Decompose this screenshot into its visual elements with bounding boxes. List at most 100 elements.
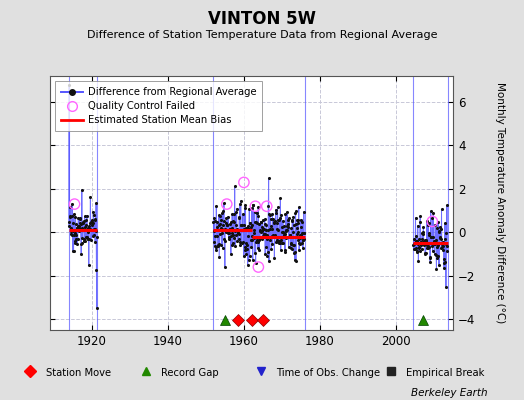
Point xyxy=(423,243,432,249)
Point xyxy=(258,224,266,230)
Point xyxy=(440,256,449,262)
Point xyxy=(243,241,252,248)
Point xyxy=(281,211,290,217)
Point xyxy=(432,266,441,272)
Point xyxy=(90,232,99,238)
Point xyxy=(79,220,87,226)
Point xyxy=(286,233,294,239)
Point xyxy=(77,251,85,257)
Point xyxy=(425,230,434,236)
Point xyxy=(432,252,440,258)
Point xyxy=(244,233,252,239)
Point xyxy=(428,218,436,225)
Point xyxy=(226,226,234,232)
Point xyxy=(239,252,248,259)
Point xyxy=(243,225,251,231)
Point xyxy=(286,245,294,251)
Point xyxy=(248,205,256,212)
Point xyxy=(441,236,449,242)
Point xyxy=(244,262,252,268)
Point xyxy=(437,245,445,251)
Point xyxy=(433,255,441,261)
Point xyxy=(272,225,281,232)
Point xyxy=(272,220,281,226)
Point xyxy=(65,82,73,88)
Point xyxy=(283,227,291,234)
Point xyxy=(238,227,246,233)
Point xyxy=(286,232,294,239)
Point xyxy=(416,213,424,220)
Point xyxy=(431,240,439,246)
Point xyxy=(296,235,304,241)
Point xyxy=(257,219,266,226)
Point xyxy=(416,248,424,254)
Point xyxy=(261,227,270,233)
Point xyxy=(72,225,81,231)
Point xyxy=(68,200,76,207)
Point xyxy=(272,239,280,245)
Point xyxy=(424,245,432,251)
Point xyxy=(274,204,282,210)
Point xyxy=(282,222,291,229)
Point xyxy=(443,248,451,254)
Point xyxy=(228,211,236,218)
Point xyxy=(281,249,289,255)
Point xyxy=(436,226,445,232)
Y-axis label: Monthly Temperature Anomaly Difference (°C): Monthly Temperature Anomaly Difference (… xyxy=(495,82,505,324)
Point xyxy=(246,220,254,226)
Point xyxy=(234,228,242,235)
Point xyxy=(252,260,260,266)
Point xyxy=(419,224,428,230)
Point xyxy=(82,217,91,223)
Point xyxy=(290,241,299,248)
Point xyxy=(290,222,298,228)
Point xyxy=(85,236,93,242)
Point xyxy=(432,236,440,243)
Point xyxy=(287,240,295,246)
Point xyxy=(76,216,84,222)
Point xyxy=(282,226,290,233)
Point xyxy=(253,210,261,216)
Point xyxy=(414,236,423,242)
Point xyxy=(264,203,272,209)
Point xyxy=(412,245,420,252)
Point xyxy=(71,214,80,220)
Point xyxy=(254,213,263,219)
Point xyxy=(263,203,271,210)
Point xyxy=(237,222,245,228)
Point xyxy=(89,233,97,239)
Point xyxy=(213,227,222,234)
Point xyxy=(223,222,231,229)
Point xyxy=(216,220,225,227)
Point xyxy=(280,231,289,238)
Point xyxy=(440,265,448,271)
Point xyxy=(236,198,245,204)
Point xyxy=(239,179,248,186)
Point xyxy=(218,210,226,216)
Point xyxy=(427,234,435,240)
Point xyxy=(81,238,89,245)
Point xyxy=(413,248,421,255)
Point xyxy=(88,217,96,224)
Point xyxy=(245,257,253,263)
Point xyxy=(66,214,74,220)
Point xyxy=(253,220,261,227)
Point xyxy=(80,218,88,224)
Point xyxy=(86,194,94,200)
Point xyxy=(269,216,277,222)
Point xyxy=(81,213,89,220)
Point xyxy=(69,220,78,226)
Point xyxy=(271,206,280,213)
Point xyxy=(421,250,430,256)
Point xyxy=(73,236,82,242)
Point xyxy=(236,239,244,246)
Point xyxy=(288,218,296,224)
Point xyxy=(75,215,84,221)
Point xyxy=(419,230,427,237)
Point xyxy=(211,218,219,224)
Point xyxy=(438,240,446,246)
Point xyxy=(75,225,83,232)
Point xyxy=(412,233,421,240)
Point xyxy=(277,237,285,243)
Point xyxy=(287,225,296,232)
